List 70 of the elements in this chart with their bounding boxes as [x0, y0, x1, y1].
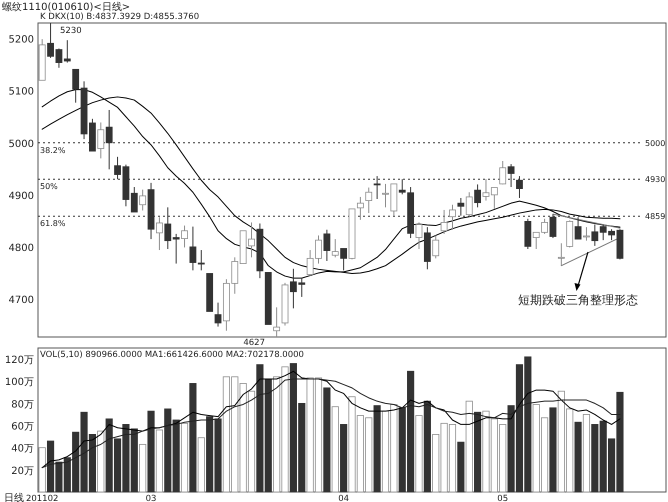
bar [156, 430, 163, 492]
y-tick-label: 20万 [11, 466, 34, 477]
y-tick-label: 4700 [8, 294, 34, 306]
text: 日线 [4, 492, 24, 502]
candlestick [214, 302, 222, 328]
annotation: 61.8% [40, 219, 66, 228]
candlestick [583, 226, 590, 242]
bar [457, 442, 464, 492]
candlestick [432, 234, 440, 259]
bar [180, 422, 188, 492]
candlestick [466, 192, 473, 218]
candlestick [332, 238, 339, 258]
annotation: 38.2% [40, 146, 66, 155]
y-tick-label: 4800 [8, 242, 34, 254]
chart-subtitle: VOL(5,10) 890966.0000 MA1:661426.6000 MA2:702178.0000 [40, 350, 304, 360]
y-tick-label: 60万 [11, 422, 34, 433]
y-tick-label: 120万 [4, 355, 34, 366]
bar [374, 405, 381, 492]
x-tick-label: 05 [497, 494, 508, 502]
y-tick-label: 5100 [8, 86, 34, 98]
bar [323, 387, 330, 492]
ref-line-label: 4859 [645, 212, 666, 222]
ref-line-label: 4930 [645, 175, 666, 184]
candlestick [181, 225, 188, 248]
candlestick [474, 184, 482, 208]
y-tick-label: 5200 [8, 34, 34, 46]
candlestick [273, 306, 280, 338]
candlestick [323, 229, 330, 262]
bar [139, 444, 146, 492]
candlestick [139, 189, 146, 211]
candlestick [97, 122, 104, 159]
bar [340, 424, 348, 492]
candlestick [499, 160, 506, 185]
candlestick [356, 196, 364, 220]
annotation: 5230 [60, 26, 82, 36]
bar [574, 422, 582, 492]
candlestick [156, 216, 163, 251]
candlestick [449, 204, 456, 230]
bar [38, 447, 46, 492]
chart-subtitle: K DKX(10) B:4837.3929 D:4855.3760 [40, 12, 200, 22]
bar [582, 414, 590, 492]
bar [474, 412, 482, 492]
bar [97, 430, 104, 492]
bar [466, 400, 473, 492]
bar [424, 400, 431, 492]
x-tick-label: 201102 [26, 494, 58, 502]
annotation: 4627 [243, 338, 265, 348]
candlestick [440, 209, 448, 234]
y-tick-label: 80万 [11, 399, 34, 410]
annotation: 50% [40, 182, 58, 192]
x-tick-label: 03 [146, 494, 156, 502]
ref-line-label: 5000 [645, 138, 666, 148]
annotation: 短期跌破三角整理形态 [518, 293, 638, 307]
y-tick-label: 4900 [8, 190, 34, 202]
bar [189, 383, 196, 492]
x-tick-label: 04 [338, 494, 350, 502]
chart-title: 螺纹1110(010610)<日线> [2, 1, 130, 13]
candlestick [365, 187, 372, 214]
bar [198, 437, 205, 492]
y-tick-label: 40万 [11, 444, 34, 455]
y-tick-label: 100万 [4, 377, 34, 388]
bar [332, 406, 339, 492]
candlestick [340, 248, 348, 271]
y-tick-label: 5000 [8, 138, 34, 150]
candlestick [591, 224, 598, 246]
bar [549, 407, 557, 492]
bar [415, 415, 423, 492]
bar [147, 410, 155, 492]
candlestick [457, 197, 464, 216]
candlestick [416, 222, 422, 250]
